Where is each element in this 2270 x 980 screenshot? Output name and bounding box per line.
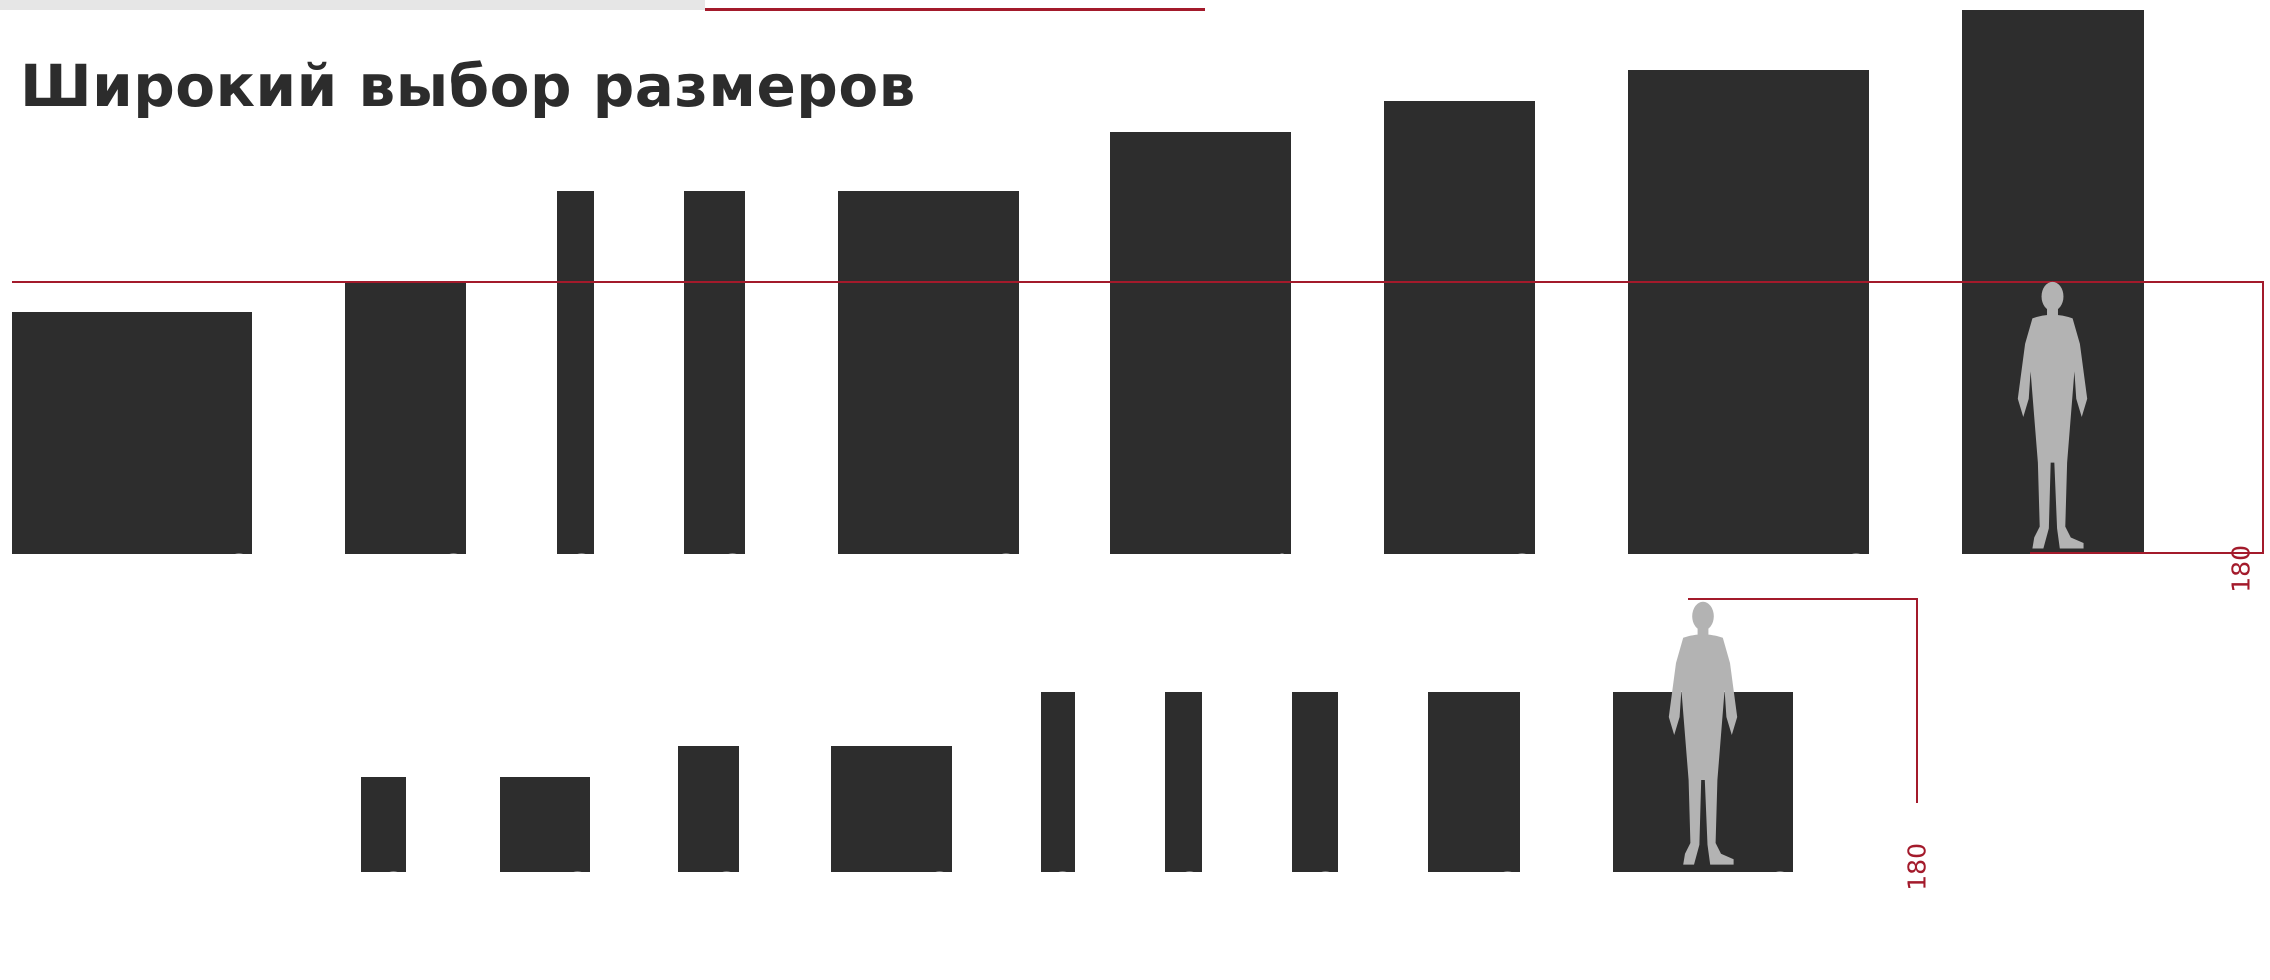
height-mark-vertical (1916, 598, 1918, 803)
board-80x80: 80x80 (831, 746, 954, 948)
board-size-label: 60x60 (563, 870, 592, 949)
board-20x120: 20x120 (1041, 692, 1077, 964)
board-size-label: 120x360 (2117, 552, 2146, 663)
board-30x60: 30x60 (361, 777, 408, 948)
board-size-label: 40x240 (718, 552, 747, 647)
board-size-label: 60x120 (1493, 870, 1522, 965)
board-size-label: 24x240 (567, 552, 596, 647)
board-size-label: 120x120 (1766, 870, 1795, 980)
board-size-label: 80x80 (925, 870, 954, 949)
board-60x120: 60x120 (1428, 692, 1522, 964)
board-40x80: 40x80 (678, 746, 741, 948)
board-160x320: 160x320 (1628, 70, 1871, 662)
height-mark-label: 180 (2227, 545, 2256, 593)
page-title: Широкий выбор размеров (20, 52, 916, 120)
board-size-label: 30x60 (379, 870, 408, 949)
board-60x60: 60x60 (500, 777, 592, 948)
board-40x240: 40x240 (684, 191, 747, 646)
board-size-label: 20x120 (1048, 870, 1077, 965)
person-silhouette-icon (1658, 598, 1748, 872)
board-80x180: 80x180 (345, 282, 468, 646)
height-mark-label: 180 (1902, 843, 1932, 891)
board-30x120: 30x120 (1292, 692, 1340, 964)
top-progress-accent (705, 8, 1205, 11)
height-mark-top (1688, 598, 1918, 600)
person-silhouette-icon (2005, 280, 2100, 554)
board-size-label: 120x278 (1264, 552, 1293, 663)
board-size-label: 160x320 (1842, 552, 1871, 663)
top-progress-track (0, 0, 705, 10)
board-size-label: 30x120 (1311, 870, 1340, 965)
board-size-label: 100x300 (1508, 552, 1537, 663)
board-size-label: 80x180 (439, 552, 468, 647)
height-mark-vertical (2262, 281, 2264, 554)
board-size-label: 40x80 (712, 870, 741, 949)
board-size-label: 24x120 (1175, 870, 1204, 965)
board-120x240: 120x240 (838, 191, 1021, 662)
height-reference-line (12, 281, 2264, 283)
board-100x300: 100x300 (1384, 101, 1537, 662)
board-size-label: 120x240 (992, 552, 1021, 663)
board-160x160: 160x160 (12, 312, 254, 662)
board-24x240: 24x240 (557, 191, 596, 646)
board-size-label: 160x160 (225, 552, 254, 663)
height-mark-baseline (2030, 552, 2264, 554)
board-120x278: 120x278 (1110, 132, 1293, 662)
board-24x120: 24x120 (1165, 692, 1204, 964)
